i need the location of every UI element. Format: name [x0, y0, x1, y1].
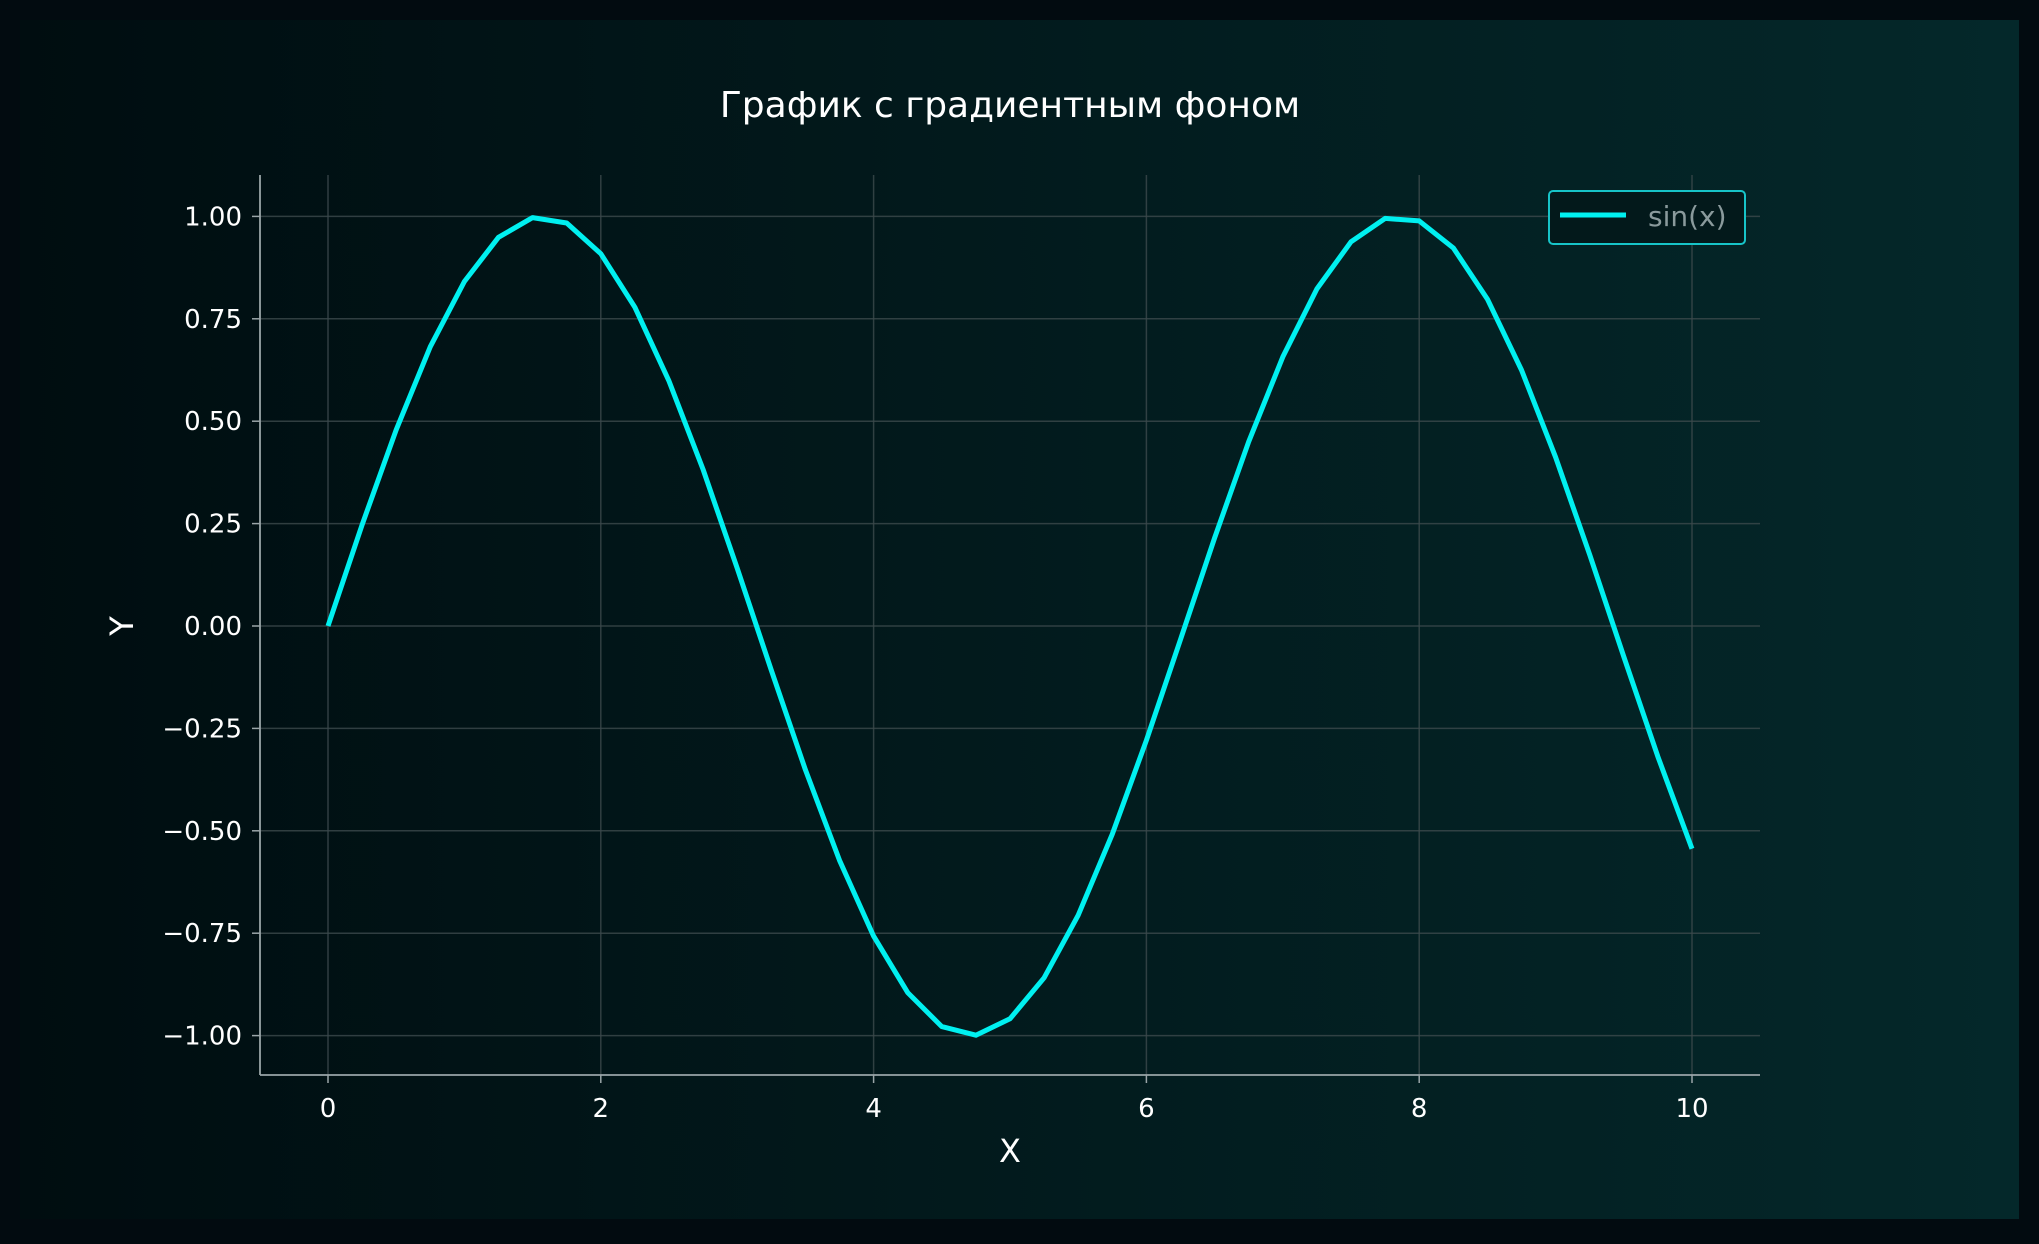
chart-title: График с градиентным фоном [720, 85, 1300, 126]
y-tick-label: 0.75 [184, 305, 242, 335]
legend-label-sin: sin(x) [1648, 200, 1727, 233]
x-tick-label: 10 [1675, 1094, 1708, 1124]
y-tick-label: 1.00 [184, 202, 242, 232]
axes [252, 175, 1760, 1083]
series-line-0 [325, 215, 1695, 1038]
y-tick-label: 0.25 [184, 510, 242, 540]
series-layer [325, 215, 1695, 1038]
x-tick-label: 8 [1411, 1094, 1428, 1124]
tick-labels: 0 2 4 6 8 10 1.00 0.75 0.50 0.25 0.00 −0.25 −0.50 −0.… [162, 202, 1708, 1124]
grid-lines [260, 175, 1760, 1075]
y-tick-label: −0.25 [162, 714, 242, 744]
x-tick-label: 4 [865, 1094, 882, 1124]
legend: sin(x) [1548, 190, 1746, 245]
x-tick-label: 0 [320, 1094, 337, 1124]
y-tick-label: −0.50 [162, 817, 242, 847]
legend-box [1548, 190, 1746, 245]
y-tick-label: 0.50 [184, 407, 242, 437]
y-tick-label: −0.75 [162, 919, 242, 949]
y-tick-label: 0.00 [184, 612, 242, 642]
x-tick-label: 2 [593, 1094, 610, 1124]
x-tick-label: 6 [1138, 1094, 1155, 1124]
y-tick-label: −1.00 [162, 1022, 242, 1052]
y-axis-label: Y [103, 616, 141, 637]
x-axis-label: X [999, 1132, 1021, 1170]
